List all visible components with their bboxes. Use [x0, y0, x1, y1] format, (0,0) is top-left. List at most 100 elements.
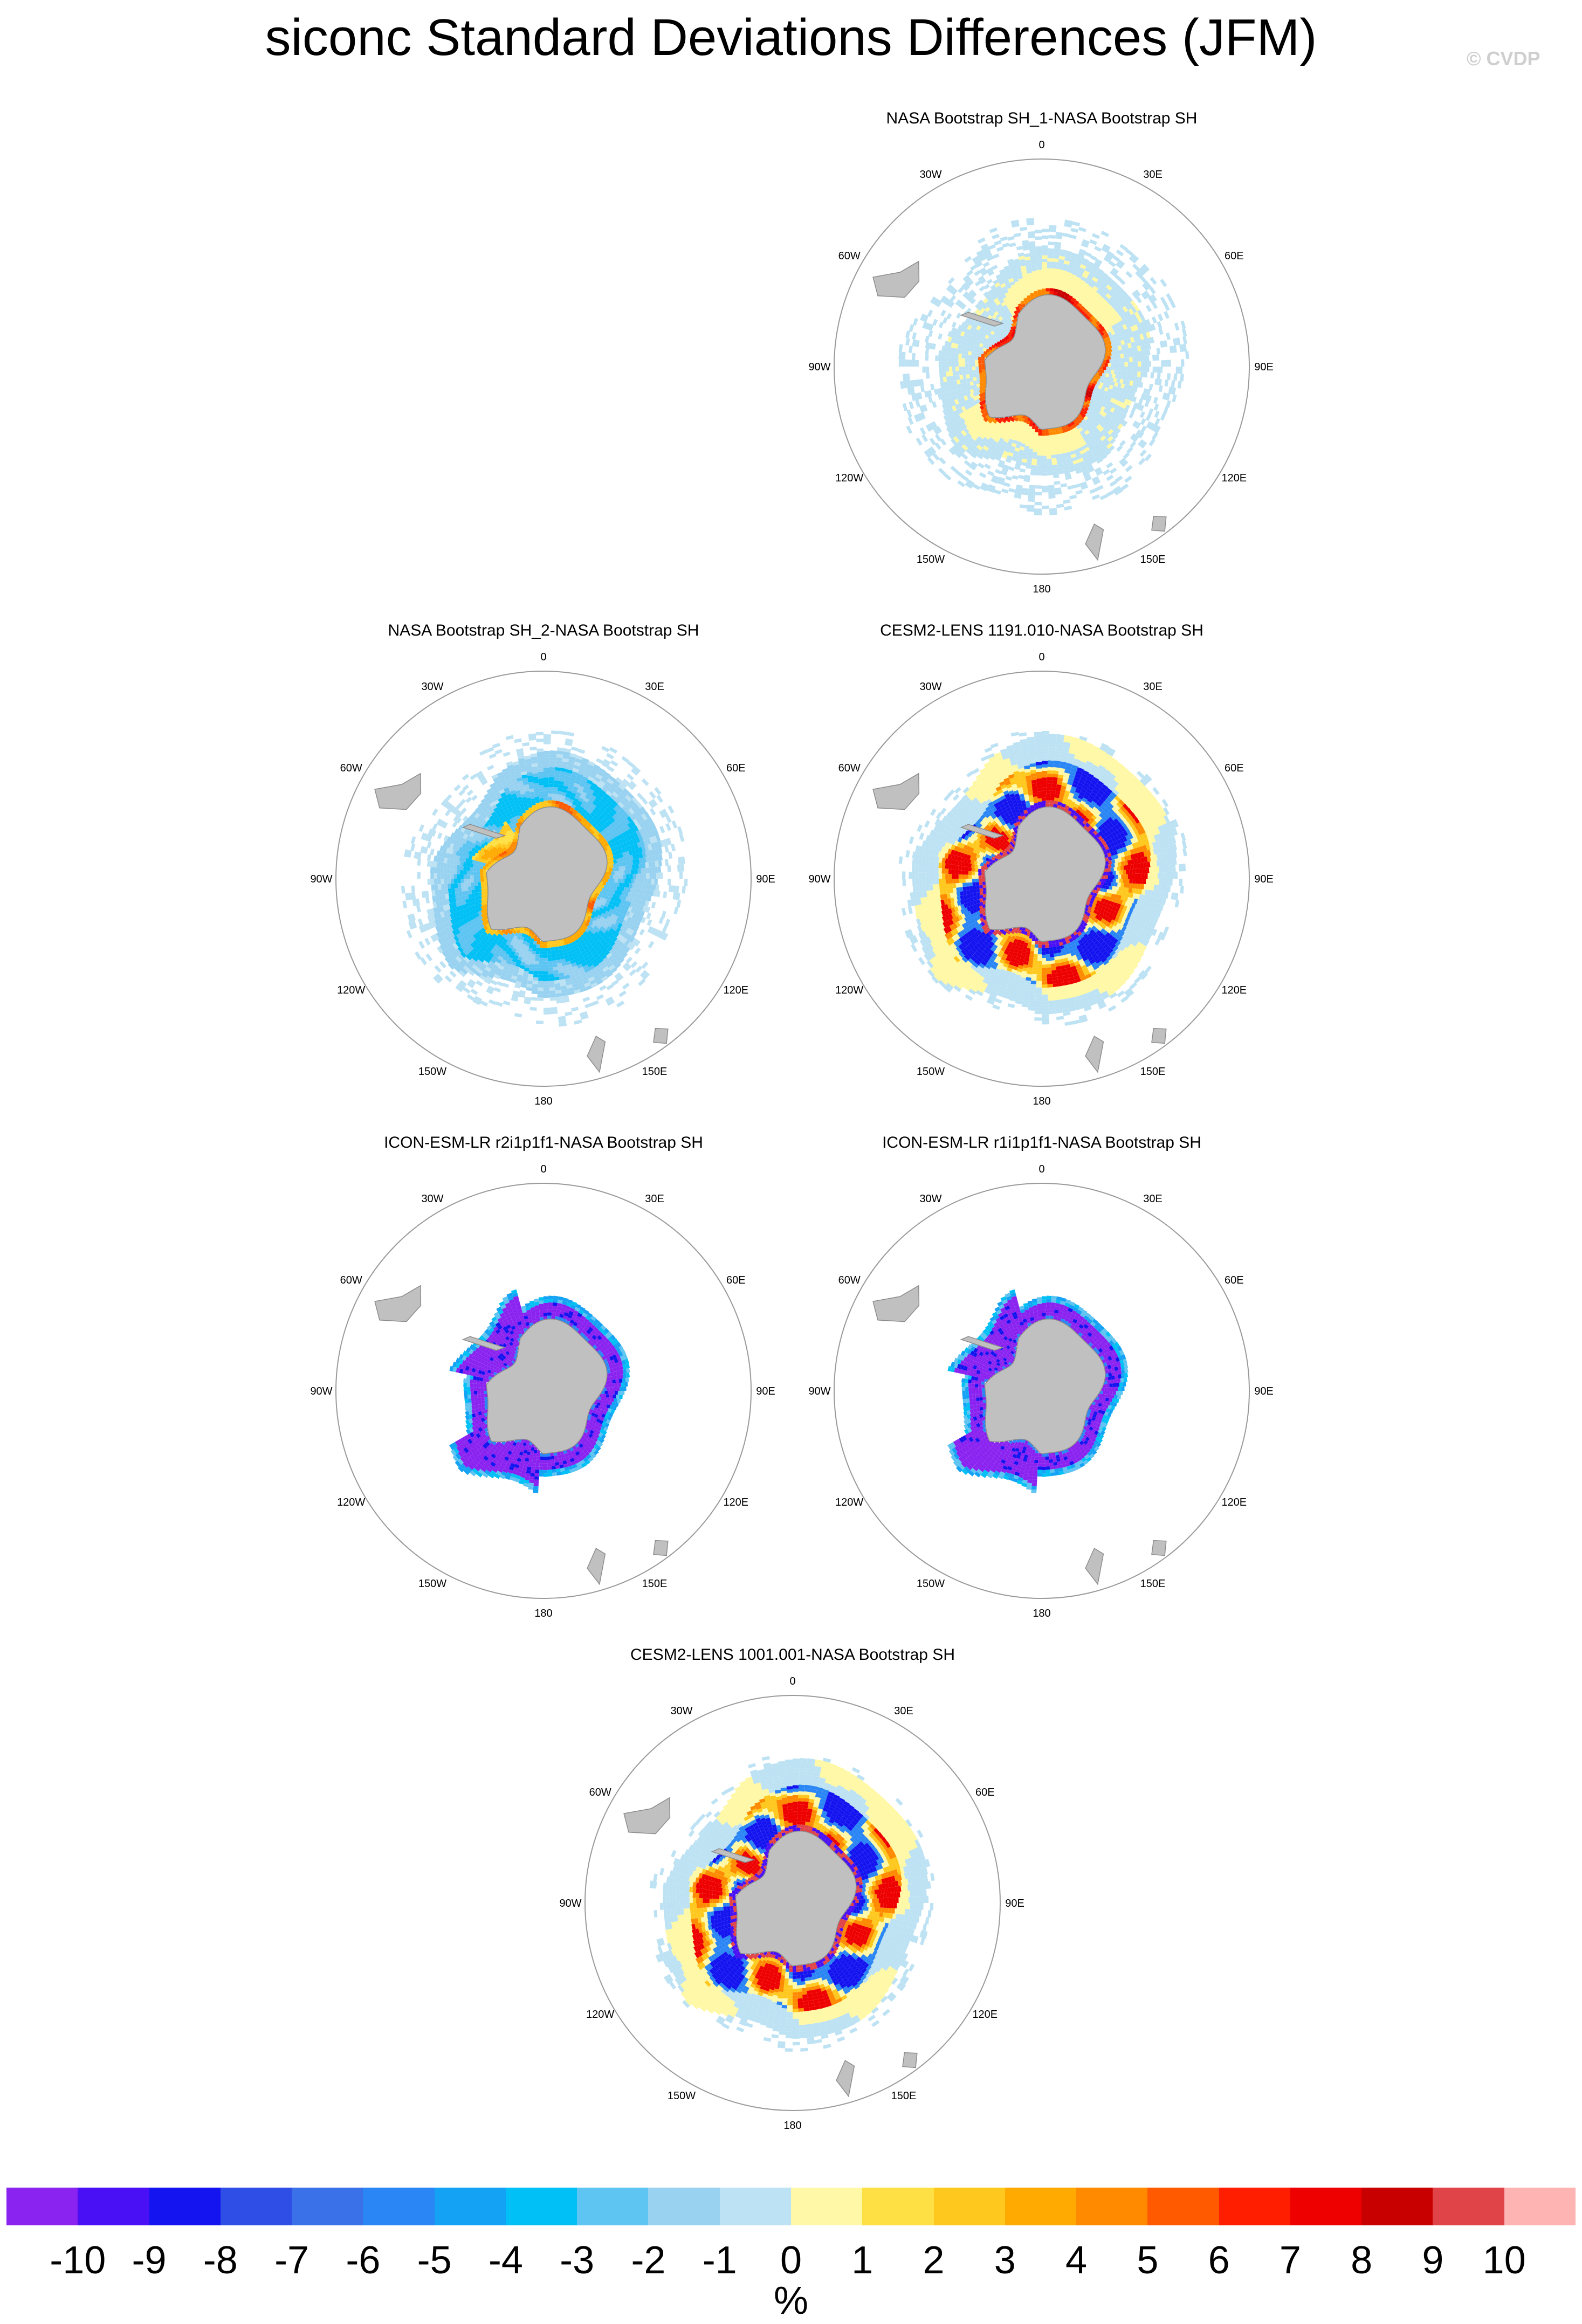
data-cell	[1033, 284, 1037, 288]
data-cell	[1033, 278, 1037, 281]
data-cell	[481, 885, 485, 889]
data-cell	[1035, 432, 1038, 436]
data-cell	[1037, 459, 1042, 462]
data-cell	[1028, 498, 1035, 502]
longitude-label: 150W	[418, 1066, 446, 1078]
data-cell	[1115, 350, 1118, 355]
data-cell	[544, 951, 547, 955]
data-cell	[547, 800, 552, 804]
data-cell	[1115, 363, 1118, 367]
data-cell	[1052, 780, 1057, 784]
data-cell	[1125, 375, 1129, 380]
data-cell	[615, 867, 619, 871]
data-cell	[1042, 449, 1046, 452]
data-cell	[1051, 278, 1056, 282]
data-cell	[959, 362, 962, 367]
data-cell	[1167, 373, 1171, 380]
longitude-label: 60E	[1225, 250, 1244, 262]
data-cell	[651, 879, 654, 885]
data-cell	[1042, 757, 1048, 761]
data-cell	[549, 981, 555, 984]
data-cell	[1034, 436, 1038, 439]
data-cell	[1119, 367, 1123, 371]
data-cell	[948, 362, 952, 367]
data-cell	[447, 874, 450, 879]
data-cell	[533, 780, 539, 784]
data-cell	[1032, 271, 1037, 275]
data-cell	[1047, 465, 1053, 469]
data-cell	[1033, 449, 1037, 452]
data-cell	[532, 990, 538, 994]
longitude-label: 120W	[337, 984, 365, 996]
data-cell	[649, 884, 652, 890]
data-cell	[1099, 373, 1103, 376]
data-cell	[473, 868, 477, 872]
data-cell	[554, 780, 559, 784]
data-cell	[1027, 222, 1034, 225]
data-cell	[1048, 252, 1054, 256]
data-cell	[1029, 248, 1036, 252]
data-cell	[1124, 371, 1127, 376]
data-cell	[1042, 469, 1047, 472]
data-cell	[1047, 271, 1052, 275]
data-cell	[547, 948, 551, 951]
data-cell	[1036, 260, 1042, 264]
data-cell	[538, 991, 544, 994]
data-cell	[528, 970, 534, 974]
data-cell	[401, 886, 405, 894]
data-cell	[1134, 371, 1138, 377]
data-cell	[1156, 367, 1159, 373]
data-cell	[1049, 508, 1057, 512]
data-cell	[539, 964, 544, 968]
data-cell	[955, 362, 959, 367]
data-cell	[902, 359, 906, 367]
data-cell	[962, 367, 965, 371]
data-cell	[553, 790, 558, 794]
data-cell	[1126, 367, 1129, 371]
data-cell	[1051, 454, 1056, 458]
data-cell	[614, 886, 617, 891]
data-cell	[1042, 436, 1046, 439]
data-cell	[1036, 462, 1042, 465]
data-cell	[650, 873, 653, 879]
data-cell	[1029, 442, 1034, 446]
data-cell	[618, 879, 621, 883]
data-cell	[544, 784, 548, 787]
data-cell	[533, 944, 536, 948]
data-cell	[1122, 375, 1125, 380]
longitude-label: 150E	[1140, 554, 1166, 566]
panel-title: NASA Bootstrap SH_1-NASA Bootstrap SH	[810, 108, 1274, 129]
data-cell	[544, 975, 549, 978]
data-cell	[945, 362, 948, 367]
data-cell	[1128, 362, 1131, 367]
data-cell	[544, 944, 547, 948]
data-cell	[1030, 293, 1035, 296]
data-cell	[916, 360, 919, 367]
data-cell	[447, 868, 451, 874]
data-cell	[535, 957, 539, 961]
data-cell	[1138, 377, 1142, 382]
data-cell	[536, 944, 540, 948]
data-cell	[1029, 488, 1036, 492]
data-cell	[444, 879, 448, 884]
data-cell	[1167, 360, 1171, 367]
data-cell	[1031, 429, 1035, 433]
data-cell	[1127, 371, 1131, 376]
data-cell	[653, 873, 657, 879]
data-cell	[1113, 355, 1117, 359]
data-cell	[1130, 352, 1134, 357]
data-cell	[938, 356, 942, 361]
data-cell	[966, 374, 970, 378]
data-cell	[677, 864, 681, 872]
data-cell	[434, 867, 437, 873]
data-cell	[625, 883, 629, 888]
data-cell	[898, 351, 902, 359]
data-cell	[618, 871, 622, 875]
data-cell	[637, 888, 641, 894]
data-cell	[474, 879, 477, 882]
data-cell	[1051, 790, 1056, 794]
data-cell	[532, 987, 538, 991]
data-cell	[1046, 790, 1051, 794]
data-cell	[552, 794, 557, 797]
data-cell	[539, 954, 544, 957]
